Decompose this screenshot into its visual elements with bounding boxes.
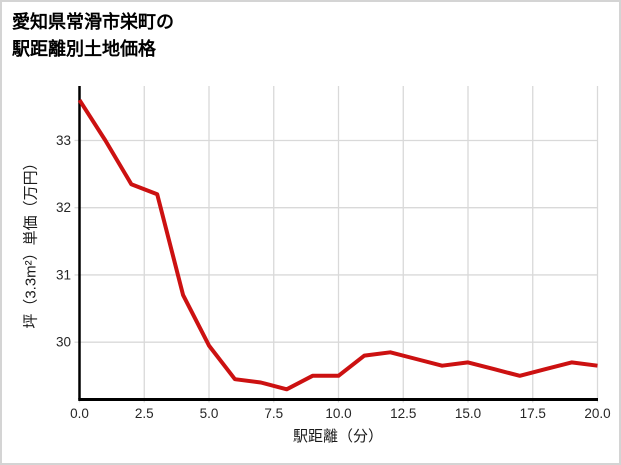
x-tick-label: 20.0 [584, 406, 610, 421]
x-tick-label: 15.0 [455, 406, 481, 421]
y-tick-label: 30 [56, 335, 71, 350]
x-tick-label: 5.0 [200, 406, 219, 421]
chart-title: 愛知県常滑市栄町の 駅距離別土地価格 [12, 9, 174, 63]
y-tick-label: 31 [56, 267, 71, 282]
x-axis-label: 駅距離（分） [292, 428, 384, 445]
price-line-series [77, 99, 598, 392]
x-tick-label: 0.0 [70, 406, 89, 421]
y-tick-label: 32 [56, 200, 71, 215]
x-tick-label: 10.0 [325, 406, 351, 421]
x-tick-label: 12.5 [390, 406, 416, 421]
chart-title-line1: 愛知県常滑市栄町の [12, 12, 174, 32]
y-tick-label: 33 [56, 133, 71, 148]
x-tick-label: 2.5 [135, 406, 154, 421]
x-tick-label: 17.5 [520, 406, 546, 421]
y-axis-label: 坪（3.3m²）単価（万円） [22, 155, 40, 329]
chart-title-line2: 駅距離別土地価格 [12, 39, 156, 59]
x-tick-label: 7.5 [264, 406, 283, 421]
